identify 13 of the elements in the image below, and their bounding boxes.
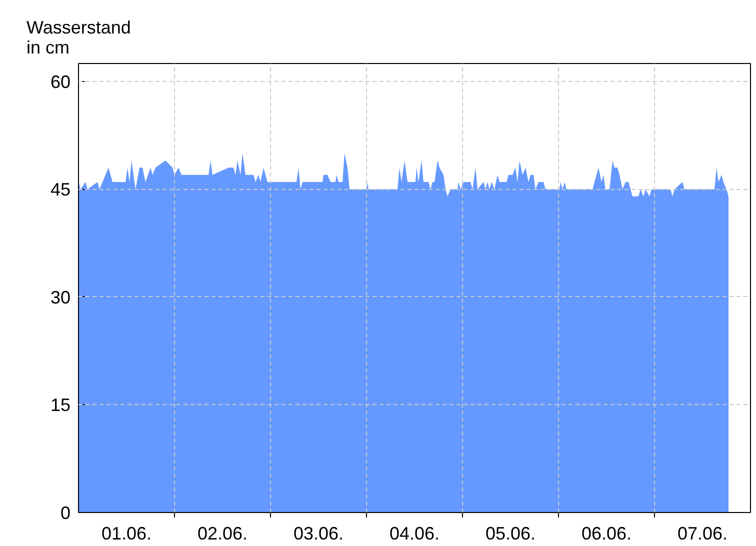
y-tick-label: 60 xyxy=(50,72,71,92)
y-axis-title: Wasserstand in cm xyxy=(26,18,131,58)
x-tick-label: 06.06. xyxy=(581,524,632,544)
x-tick-label: 04.06. xyxy=(389,524,440,544)
y-tick-label: 0 xyxy=(60,503,71,523)
x-tick-label: 05.06. xyxy=(485,524,536,544)
x-tick-label: 02.06. xyxy=(197,524,248,544)
y-tick-label: 45 xyxy=(50,180,71,200)
x-tick-label: 07.06. xyxy=(677,524,728,544)
x-tick-label: 03.06. xyxy=(293,524,344,544)
x-tick-label: 01.06. xyxy=(101,524,152,544)
y-tick-label: 15 xyxy=(50,395,71,416)
y-tick-label: 30 xyxy=(50,287,71,308)
